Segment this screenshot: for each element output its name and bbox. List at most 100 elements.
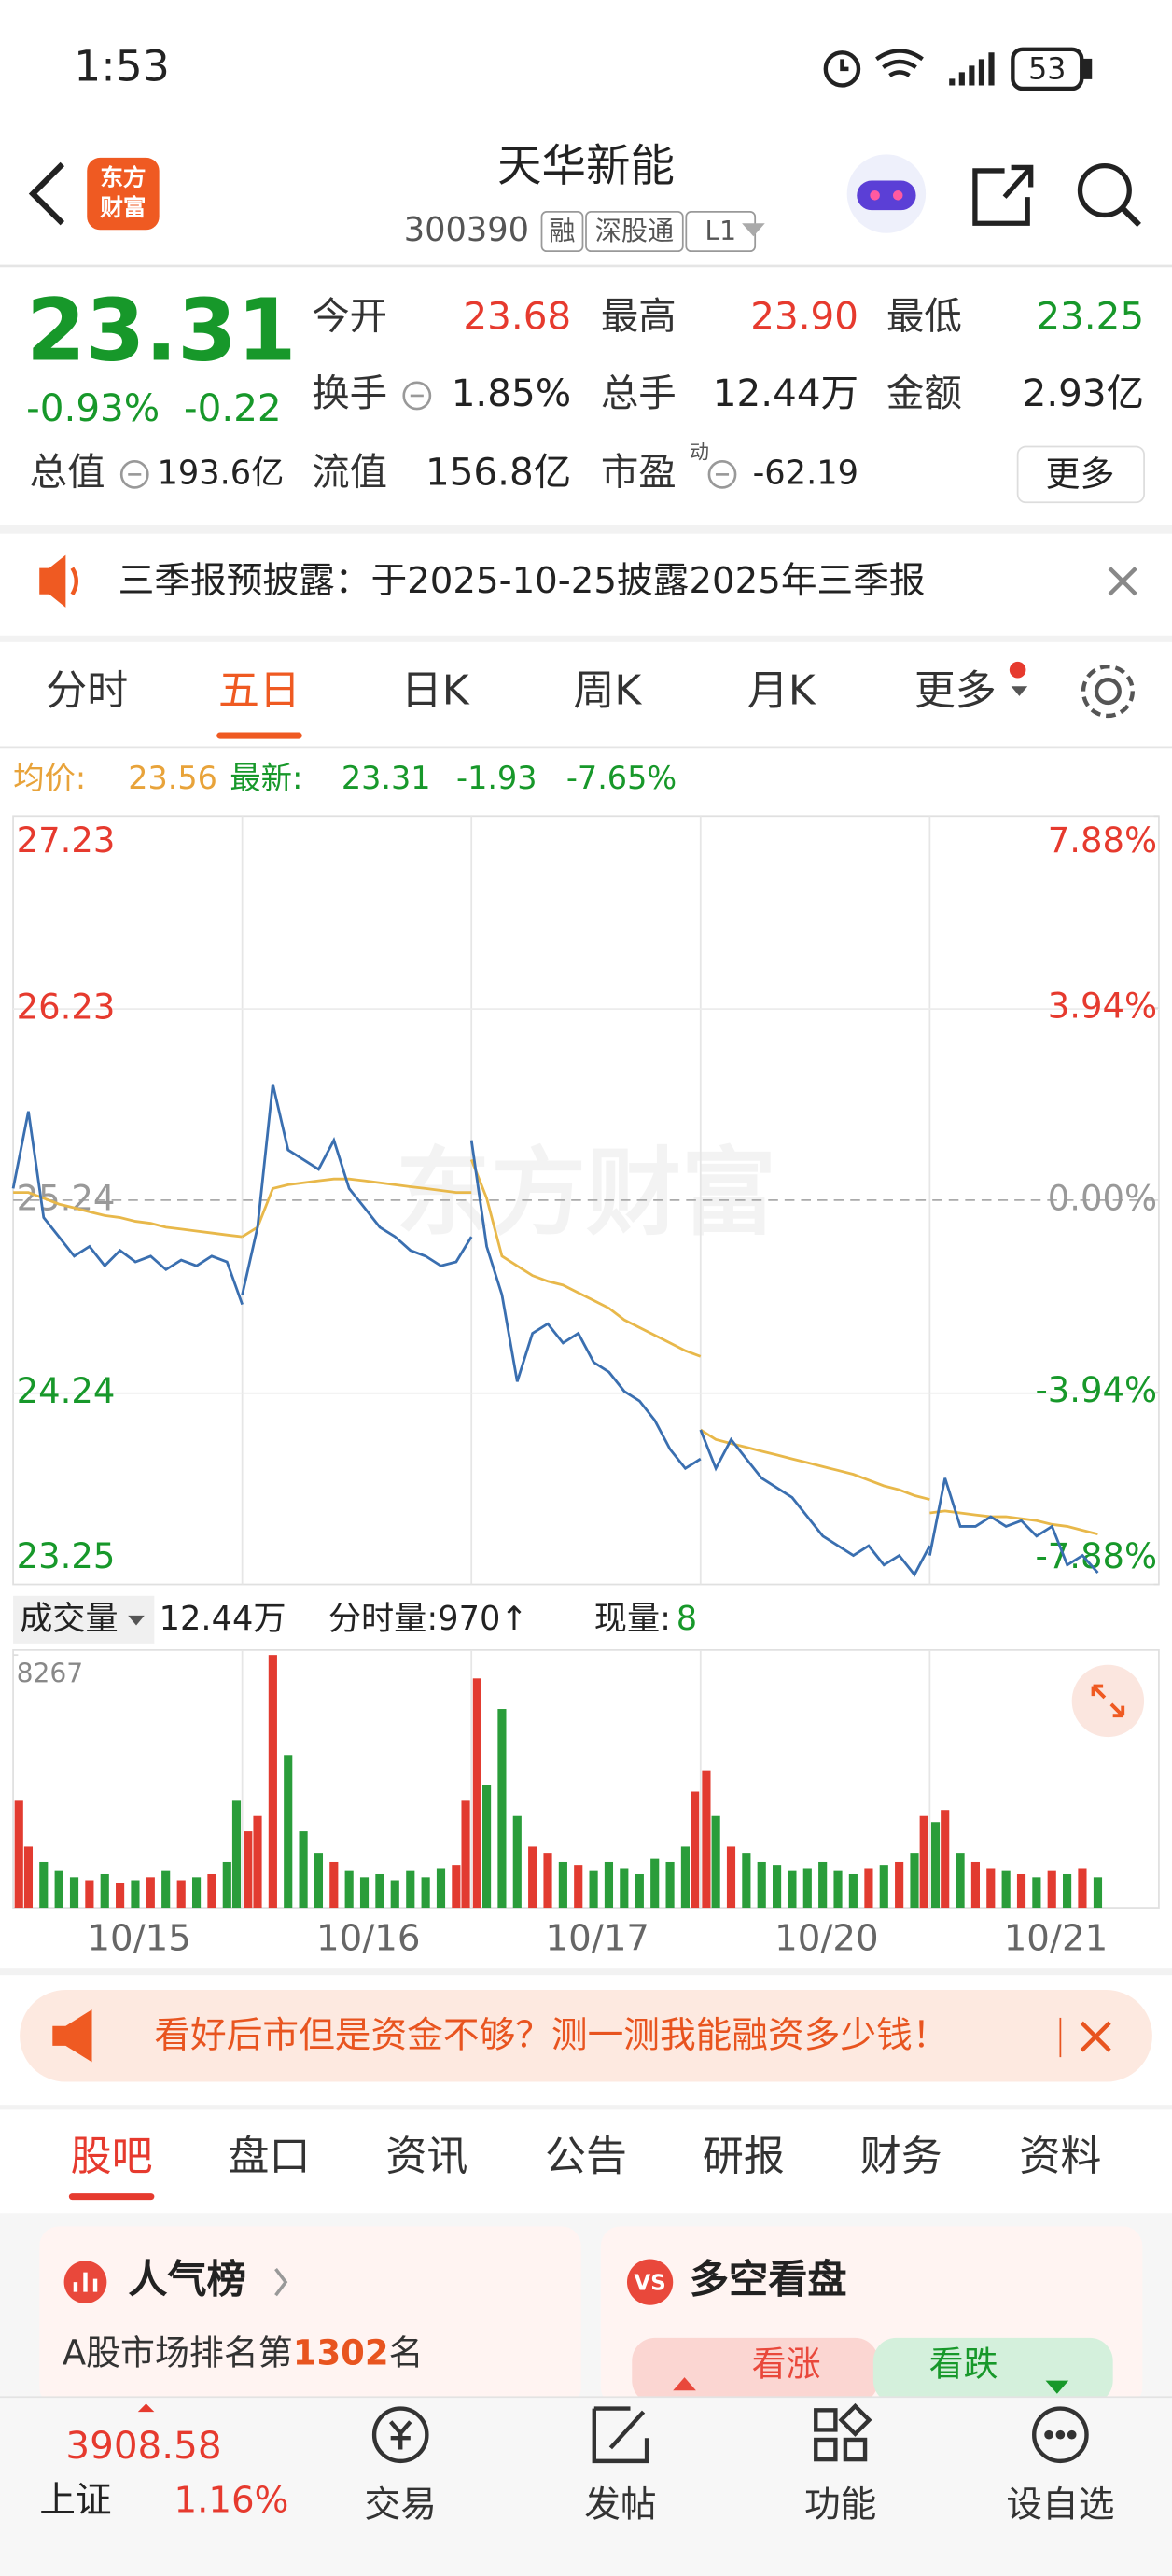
separator: [0, 635, 1172, 642]
volume-bar: [100, 1873, 109, 1909]
separator: [0, 525, 1172, 534]
index-value[interactable]: 3908.58: [65, 2423, 221, 2468]
section-tab[interactable]: 公告: [545, 2133, 627, 2180]
badge-dot: [1009, 661, 1026, 679]
tag-text: 深股通: [595, 216, 674, 246]
tag-text: 融: [549, 216, 575, 246]
change-pct: -0.93%: [26, 385, 160, 430]
close-notice[interactable]: [1108, 567, 1137, 596]
bull-arrow: [673, 2377, 696, 2391]
index-name[interactable]: 上证: [39, 2479, 111, 2521]
volume-bar: [650, 1858, 660, 1909]
volume-bar: [802, 1868, 812, 1909]
bear-label[interactable]: 看跌: [929, 2344, 998, 2384]
index-change[interactable]: 1.16%: [174, 2479, 288, 2521]
volume-bar: [284, 1755, 293, 1909]
popularity-card[interactable]: [39, 2226, 581, 2407]
x-tick-label: 10/20: [774, 1918, 879, 1960]
field-label: 今开: [312, 293, 387, 338]
promo-close[interactable]: [1080, 2021, 1111, 2052]
dropdown-arrow[interactable]: [742, 223, 765, 237]
promo-banner[interactable]: [20, 1990, 1152, 2082]
search-button[interactable]: [1077, 163, 1132, 218]
nav-label[interactable]: 设自选: [1006, 2485, 1114, 2527]
more-button-label[interactable]: 更多: [1046, 455, 1115, 495]
volume-bar: [691, 1791, 700, 1909]
chart-tabs: 分时 五日 日K 周K 月K 更多: [46, 666, 997, 739]
section-tab[interactable]: 资料: [1019, 2133, 1101, 2180]
volume-bar: [85, 1880, 94, 1909]
volume-bar: [1063, 1873, 1072, 1909]
separator: [0, 2105, 1172, 2110]
y-tick-label: 24.24: [17, 1371, 116, 1411]
promo-icon: [52, 2009, 92, 2063]
section-tab[interactable]: 股吧: [71, 2133, 153, 2180]
volume-bar: [558, 1861, 567, 1909]
volume-bar: [452, 1865, 461, 1909]
section-tab[interactable]: 研报: [703, 2133, 785, 2180]
latest-price: 23.31: [342, 760, 431, 796]
volume-bar: [620, 1868, 629, 1909]
separator: [0, 1968, 1172, 1976]
chart-tab[interactable]: 五日: [218, 666, 300, 714]
x-tick-label: 10/16: [316, 1918, 420, 1960]
chart-tab[interactable]: 月K: [747, 666, 816, 714]
app-logo[interactable]: [87, 157, 160, 231]
info-icon[interactable]: [402, 381, 432, 411]
field-value: 156.8亿: [426, 449, 571, 494]
expand-button[interactable]: [1071, 1664, 1145, 1738]
more-button[interactable]: [1016, 445, 1145, 504]
chart-tab[interactable]: 日K: [401, 666, 470, 714]
volume-bar: [14, 1800, 23, 1909]
avg-line: [929, 1509, 1098, 1536]
rank-prefix: A股市场排名第1302名: [63, 2332, 424, 2373]
y-tick-label: 25.24: [17, 1178, 116, 1218]
volume-bar: [314, 1853, 324, 1909]
price-line: [699, 1429, 931, 1577]
nav-label[interactable]: 功能: [804, 2485, 876, 2527]
volume-bar: [543, 1853, 552, 1909]
back-button[interactable]: [28, 161, 65, 226]
field-label: 换手: [312, 371, 387, 415]
tag-box: [585, 211, 684, 253]
chart-tab[interactable]: 更多: [914, 666, 997, 714]
popularity-title[interactable]: 人气榜: [128, 2257, 246, 2303]
speaker-icon: [39, 554, 66, 608]
volume-bar: [604, 1861, 614, 1909]
info-icon[interactable]: [119, 459, 149, 489]
volume-bar: [726, 1846, 736, 1909]
y-tick-label: 27.23: [17, 820, 116, 861]
promo-text[interactable]: 看好后市但是资金不够？测一测我能融资多少钱！: [154, 2015, 948, 2057]
volume-bar: [253, 1815, 262, 1909]
volume-bar: [1078, 1868, 1087, 1909]
bull-button[interactable]: [632, 2337, 879, 2404]
section-tab[interactable]: 盘口: [229, 2133, 311, 2180]
settings-icon[interactable]: [1081, 664, 1135, 719]
sentiment-title[interactable]: 多空看盘: [690, 2257, 847, 2303]
field-value: 12.44万: [713, 371, 858, 415]
bull-label[interactable]: 看涨: [752, 2344, 821, 2384]
volume-selector[interactable]: [13, 1595, 155, 1644]
notice-text[interactable]: 三季报预披露：于2025-10-25披露2025年三季报: [119, 560, 926, 602]
chart-tab[interactable]: 周K: [573, 666, 642, 714]
volume-bar: [1016, 1873, 1026, 1909]
bottom-bar: [0, 2397, 1172, 2576]
section-tab[interactable]: 财务: [860, 2133, 942, 2180]
nav-label[interactable]: 发帖: [584, 2485, 656, 2527]
volume-bar: [711, 1815, 720, 1909]
volume-bar: [69, 1877, 79, 1909]
volume-bar: [344, 1870, 354, 1909]
field-label: 总值: [30, 449, 105, 494]
volume-bar: [191, 1877, 202, 1909]
volume-bar: [956, 1853, 965, 1909]
speaker-wave: [70, 567, 78, 595]
nav-label[interactable]: 交易: [365, 2485, 437, 2527]
section-tab[interactable]: 资讯: [385, 2133, 467, 2180]
volume-bar: [742, 1853, 751, 1909]
info-icon[interactable]: [707, 459, 737, 489]
share-button[interactable]: [972, 164, 1034, 226]
tag-text: L1: [705, 216, 736, 246]
chart-tab[interactable]: 分时: [46, 666, 128, 714]
volume-bar: [833, 1870, 843, 1909]
volume-label[interactable]: 成交量: [20, 1600, 119, 1638]
